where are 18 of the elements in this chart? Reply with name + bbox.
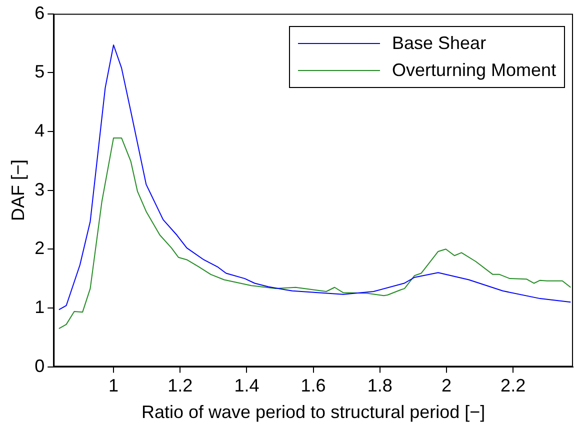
- legend-label: Overturning Moment: [392, 58, 556, 82]
- y-tick-label: 1: [34, 296, 45, 317]
- x-tick-label: 1.8: [367, 376, 392, 396]
- legend-label: Base Shear: [392, 32, 486, 55]
- y-tick-label: 6: [34, 2, 45, 23]
- x-tick-label: 1.4: [234, 376, 260, 396]
- x-tick-label: 1.2: [168, 376, 193, 396]
- x-tick-label: 2.2: [500, 376, 526, 396]
- y-tick-label: 4: [34, 120, 45, 140]
- y-tick-label: 3: [34, 179, 45, 200]
- y-tick-label: 2: [34, 238, 45, 258]
- x-axis-title: Ratio of wave period to structural period [−]: [141, 402, 486, 422]
- x-tick-label: 1: [108, 376, 119, 396]
- x-tick-label: 1.6: [300, 376, 326, 396]
- x-tick-label: 2: [441, 376, 452, 396]
- y-tick-label: 0: [34, 356, 45, 376]
- y-tick-label: 5: [34, 62, 45, 82]
- y-axis-title: DAF [−]: [8, 160, 28, 222]
